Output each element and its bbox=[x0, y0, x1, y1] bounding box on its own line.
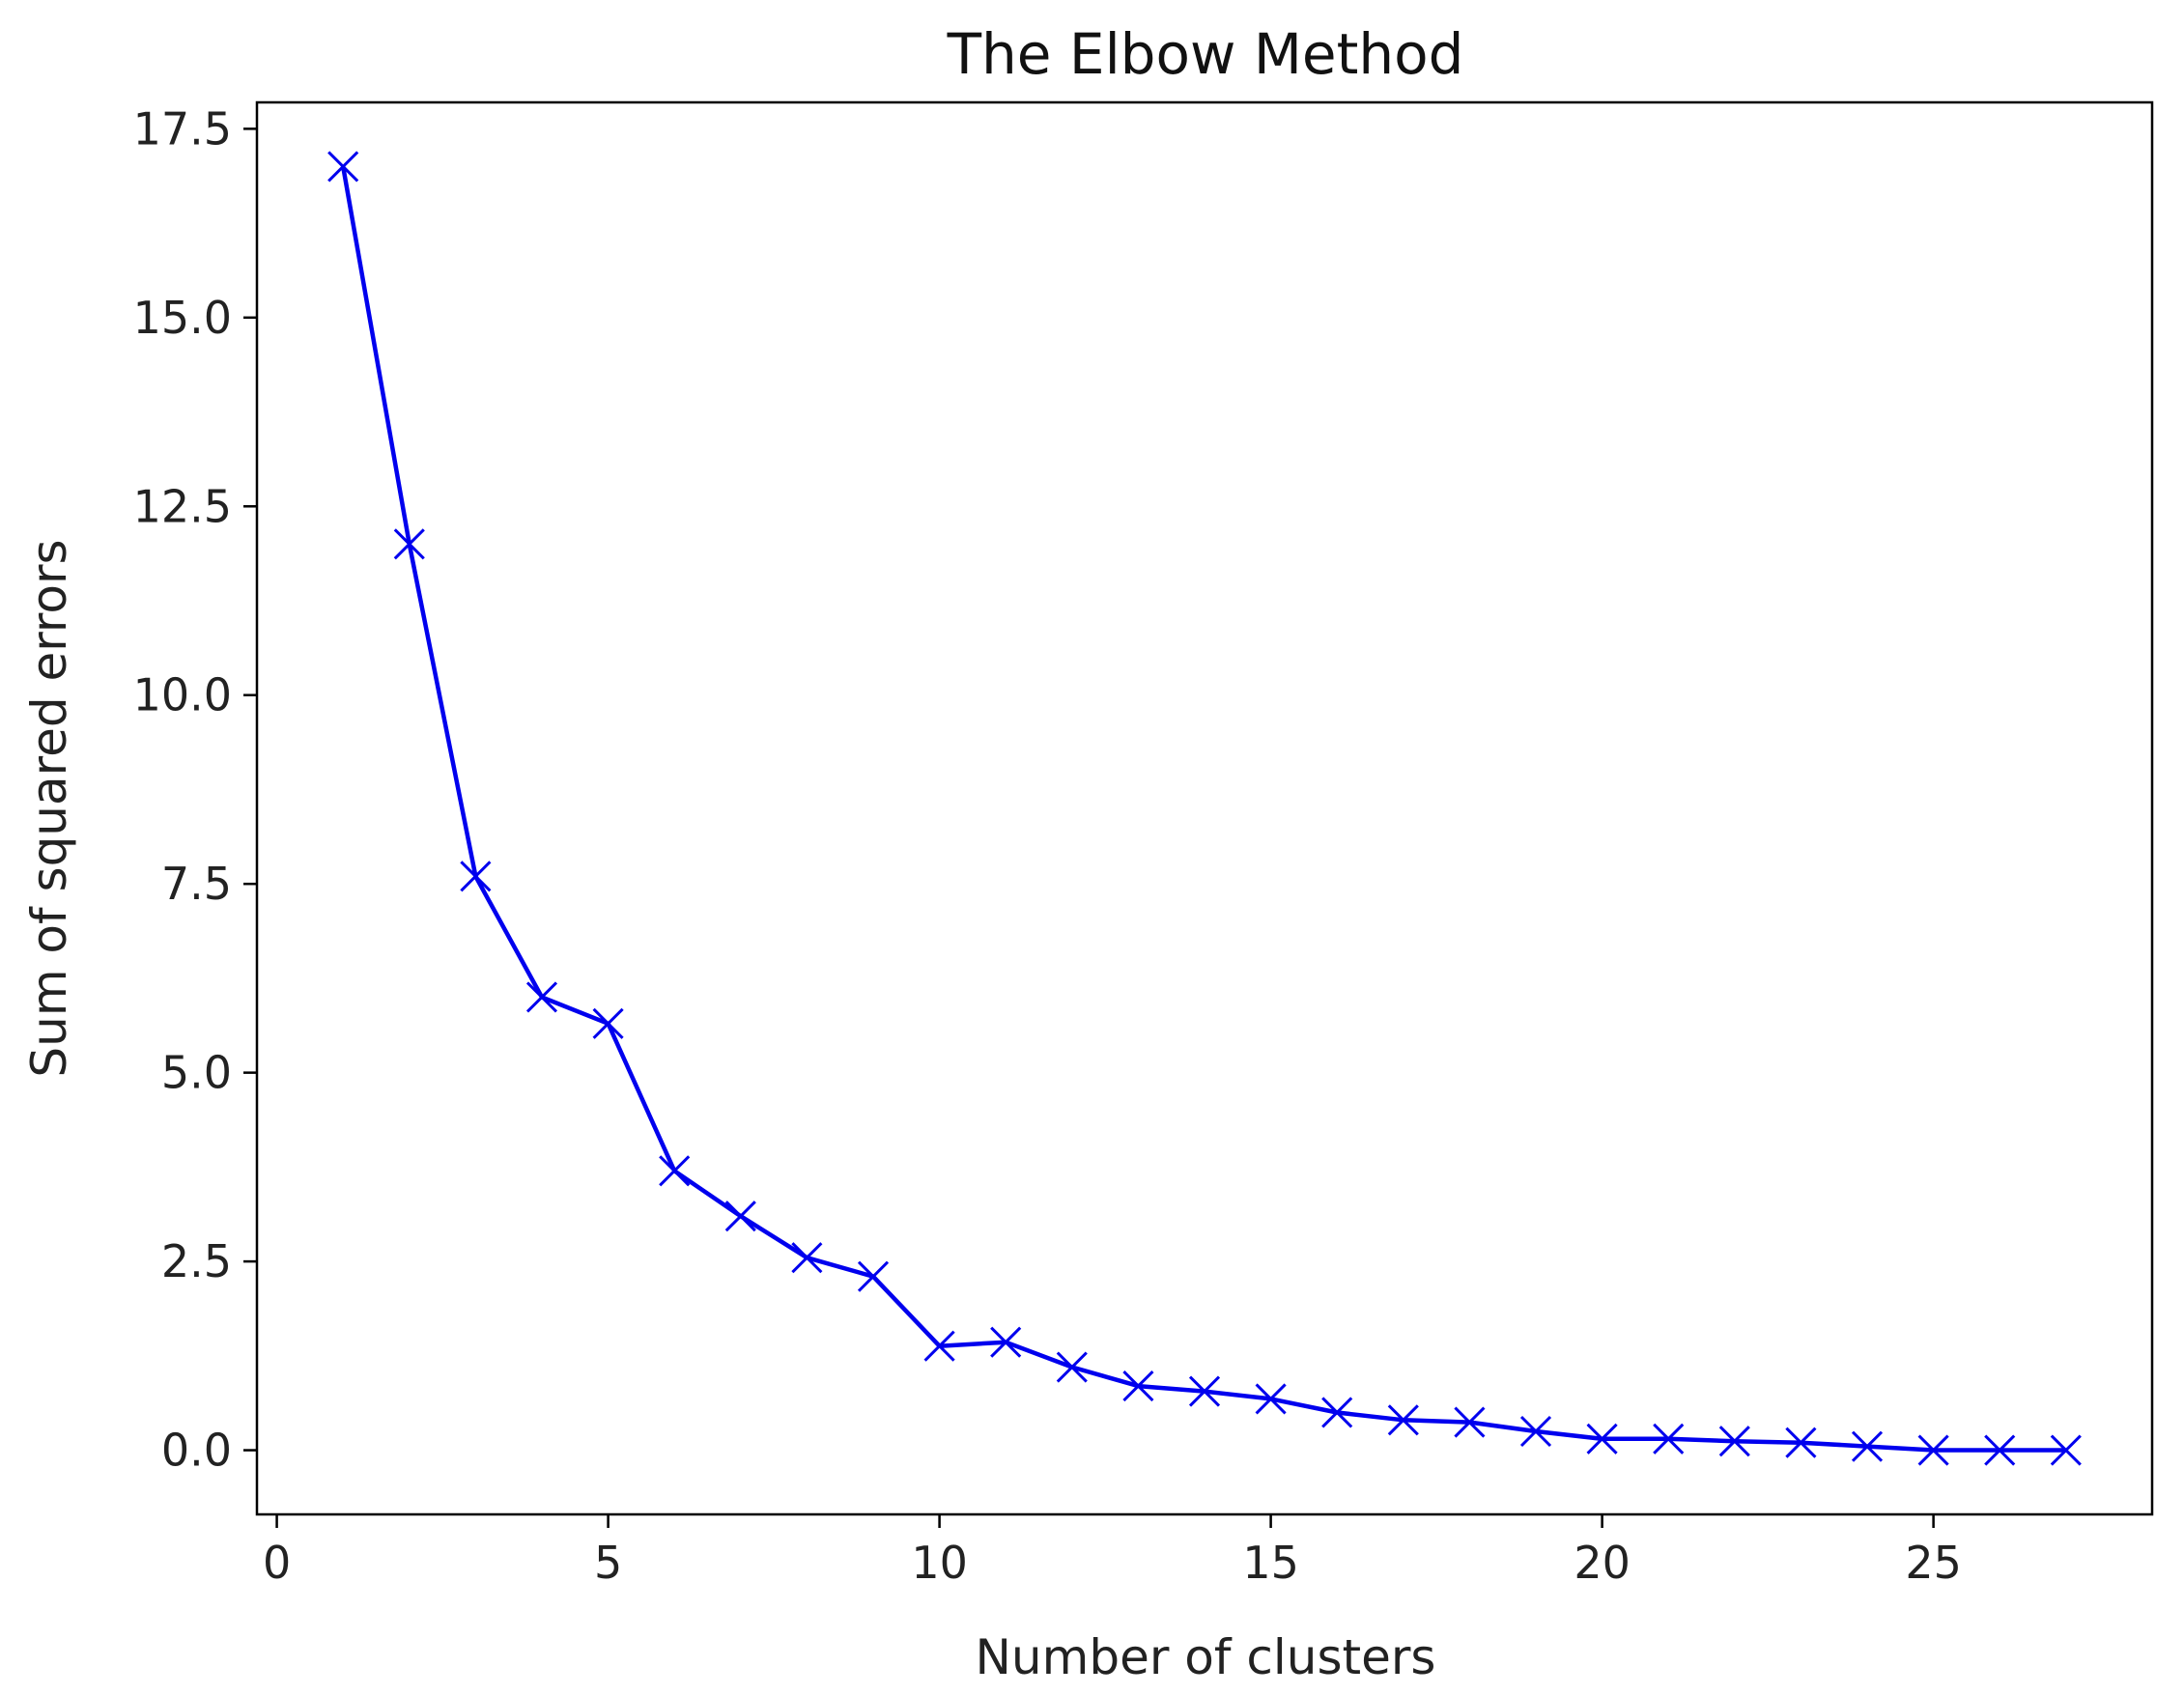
x-tick-label: 25 bbox=[1905, 1537, 1962, 1589]
y-tick-label: 0.0 bbox=[161, 1425, 232, 1477]
plot-area bbox=[327, 151, 2082, 1466]
x-axis-label: Number of clusters bbox=[976, 1629, 1436, 1685]
data-point-marker bbox=[1851, 1430, 1884, 1462]
x-tick-label: 10 bbox=[911, 1537, 968, 1589]
y-tick-label: 12.5 bbox=[133, 480, 232, 532]
x-axis: 0 5 10 15 20 25 bbox=[263, 1514, 1962, 1589]
data-point-marker bbox=[659, 1155, 691, 1187]
data-point-marker bbox=[1454, 1406, 1486, 1438]
y-axis-label: Sum of squared errors bbox=[21, 539, 77, 1077]
data-point-marker bbox=[1785, 1427, 1817, 1458]
data-point-marker bbox=[1586, 1423, 1618, 1455]
chart-title: The Elbow Method bbox=[947, 21, 1464, 87]
data-point-marker bbox=[460, 861, 492, 892]
data-point-marker bbox=[990, 1326, 1022, 1358]
data-point-marker bbox=[393, 528, 425, 560]
data-point-marker bbox=[1984, 1434, 2016, 1466]
data-point-marker bbox=[1321, 1397, 1353, 1428]
x-tick-label: 15 bbox=[1242, 1537, 1299, 1589]
data-point-marker bbox=[525, 981, 558, 1013]
y-tick-label: 10.0 bbox=[133, 669, 232, 721]
data-point-marker bbox=[1122, 1370, 1154, 1402]
y-tick-label: 2.5 bbox=[161, 1235, 232, 1287]
data-point-marker bbox=[1188, 1375, 1221, 1407]
data-point-marker bbox=[724, 1201, 756, 1232]
y-tick-label: 7.5 bbox=[161, 858, 232, 910]
plot-frame bbox=[255, 100, 2154, 1516]
data-point-marker bbox=[1718, 1426, 1750, 1457]
data-point-marker bbox=[1653, 1423, 1685, 1455]
data-point-marker bbox=[1519, 1415, 1552, 1448]
data-point-marker bbox=[592, 1007, 624, 1039]
data-point-marker bbox=[2050, 1434, 2082, 1466]
y-tick-label: 15.0 bbox=[133, 292, 232, 344]
data-point-marker bbox=[857, 1260, 890, 1292]
data-point-marker bbox=[327, 151, 359, 183]
data-point-marker bbox=[1255, 1383, 1287, 1415]
data-point-marker bbox=[923, 1330, 955, 1362]
data-point-marker bbox=[1387, 1404, 1419, 1436]
data-point-marker bbox=[791, 1242, 823, 1274]
x-tick-label: 20 bbox=[1574, 1537, 1631, 1589]
y-axis: 0.0 2.5 5.0 7.5 10.0 12.5 15.0 17.5 bbox=[133, 102, 257, 1477]
y-tick-label: 17.5 bbox=[133, 102, 232, 155]
x-tick-label: 0 bbox=[263, 1537, 291, 1589]
x-tick-label: 5 bbox=[594, 1537, 622, 1589]
data-point-marker bbox=[1917, 1434, 1949, 1466]
y-tick-label: 5.0 bbox=[161, 1047, 232, 1099]
data-point-marker bbox=[1056, 1351, 1088, 1383]
